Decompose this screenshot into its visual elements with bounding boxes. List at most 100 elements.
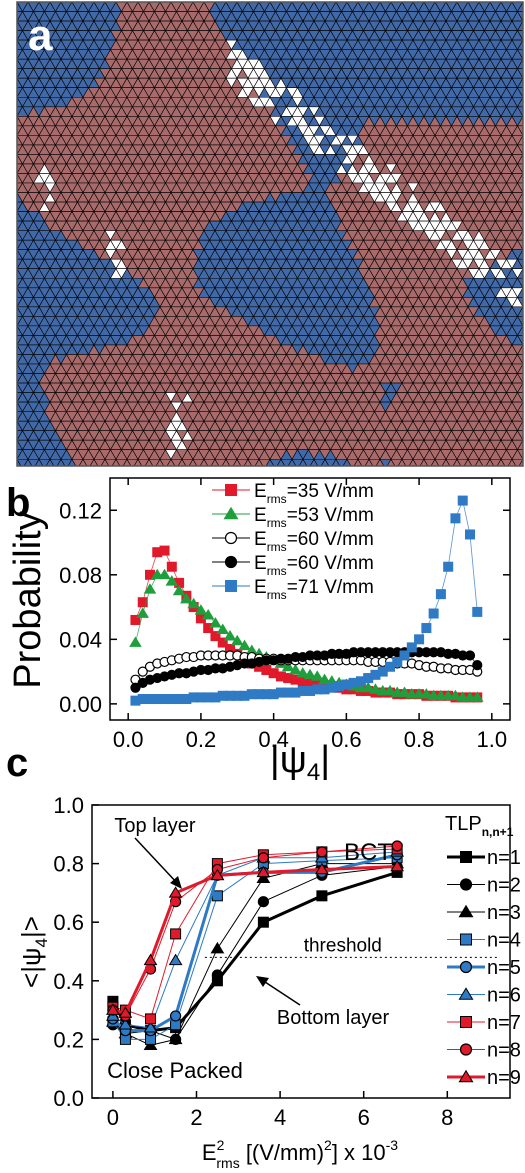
lattice-tile <box>243 469 254 479</box>
lattice-tile <box>61 469 72 479</box>
lattice-tile <box>177 469 188 479</box>
lattice-tile <box>17 39 18 41</box>
lattice-tile <box>166 469 177 479</box>
lattice-tile <box>17 363 18 365</box>
lattice-tile <box>67 469 78 479</box>
lattice-tile <box>17 401 18 403</box>
lattice-tile <box>512 469 523 479</box>
lattice-tile <box>413 469 424 479</box>
lattice-tile <box>237 469 248 479</box>
lattice-tile <box>17 58 18 60</box>
lattice-tile <box>204 469 215 479</box>
lattice-tile <box>507 469 518 479</box>
lattice-tile <box>215 469 226 479</box>
lattice-tile <box>210 469 221 479</box>
lattice-tile <box>17 287 18 289</box>
lattice-tile <box>160 469 171 479</box>
lattice-tile <box>408 469 419 479</box>
lattice-tile <box>468 469 479 479</box>
lattice-tile <box>23 469 34 479</box>
lattice-tile <box>331 469 342 479</box>
lattice-tile <box>17 20 18 22</box>
lattice-tile <box>391 469 402 479</box>
lattice-tile <box>144 469 155 479</box>
lattice-tile <box>516 134 523 146</box>
lattice-tile <box>182 469 193 479</box>
lattice-tile <box>171 469 182 479</box>
lattice-tile <box>501 469 512 479</box>
lattice-tile <box>17 2 18 3</box>
lattice-tile <box>17 96 18 98</box>
lattice-tile <box>111 469 122 479</box>
lattice-tile <box>369 469 380 479</box>
lattice-tile <box>516 11 523 22</box>
lattice-tile <box>516 2 523 12</box>
lattice-tile <box>320 469 331 479</box>
lattice-tile <box>127 469 138 479</box>
lattice-tile <box>516 20 523 31</box>
lattice-tile <box>56 469 67 479</box>
lattice-tile <box>386 469 397 479</box>
lattice-tile <box>516 153 523 165</box>
lattice-tile <box>516 115 523 127</box>
lattice-tile <box>446 469 457 479</box>
lattice-tile <box>364 469 375 479</box>
lattice-tile <box>34 469 45 479</box>
lattice-tile <box>485 469 496 479</box>
lattice-tile <box>17 211 18 213</box>
lattice-tile <box>12 469 23 479</box>
lattice-tile <box>116 469 127 479</box>
lattice-tile <box>441 469 452 479</box>
lattice-tile <box>314 469 325 479</box>
lattice-tile <box>518 469 525 479</box>
lattice-tile <box>226 469 237 479</box>
lattice-tile <box>336 469 347 479</box>
lattice-tile <box>292 469 303 479</box>
lattice-tile <box>463 469 474 479</box>
lattice-tile <box>457 469 468 479</box>
lattice-tile <box>303 469 314 479</box>
lattice-tile <box>17 116 18 117</box>
lattice-tile <box>353 469 364 479</box>
lattice-tile <box>270 469 281 479</box>
panel-a-lattice-image: a <box>12 1 525 479</box>
lattice-tile <box>452 469 463 479</box>
lattice-tile <box>516 87 523 98</box>
lattice-tile <box>309 469 320 479</box>
lattice-tile <box>17 192 18 194</box>
lattice-tile <box>155 469 166 479</box>
lattice-tile <box>17 306 18 308</box>
lattice-tile <box>17 135 18 136</box>
lattice-tile <box>397 469 408 479</box>
lattice-tile <box>516 39 523 50</box>
lattice-tile <box>380 469 391 479</box>
lattice-tile <box>232 469 243 479</box>
lattice-tile <box>17 458 18 460</box>
lattice-tile <box>94 469 105 479</box>
lattice-tile <box>17 230 18 232</box>
lattice-tile <box>188 469 199 479</box>
lattice-tile <box>39 469 50 479</box>
lattice-tile <box>479 469 490 479</box>
lattice-tile <box>287 469 298 479</box>
lattice-tile <box>276 469 287 479</box>
lattice-tile <box>496 469 507 479</box>
lattice-tile <box>516 77 523 89</box>
lattice-tile <box>17 325 18 327</box>
lattice-tile <box>342 469 353 479</box>
lattice-tile <box>149 469 160 479</box>
lattice-tile <box>325 469 336 479</box>
lattice-tile <box>17 173 18 175</box>
lattice-tile <box>516 49 523 60</box>
lattice-tile <box>221 469 232 479</box>
lattice-tile <box>17 249 18 251</box>
lattice-tile <box>105 469 116 479</box>
lattice-tile <box>133 469 144 479</box>
lattice-tile <box>424 469 435 479</box>
lattice-tile <box>248 469 259 479</box>
lattice-tile <box>435 469 446 479</box>
lattice-tiles <box>12 2 525 479</box>
lattice-tile <box>347 469 358 479</box>
lattice-tile <box>516 58 523 69</box>
lattice-tile <box>516 30 523 41</box>
